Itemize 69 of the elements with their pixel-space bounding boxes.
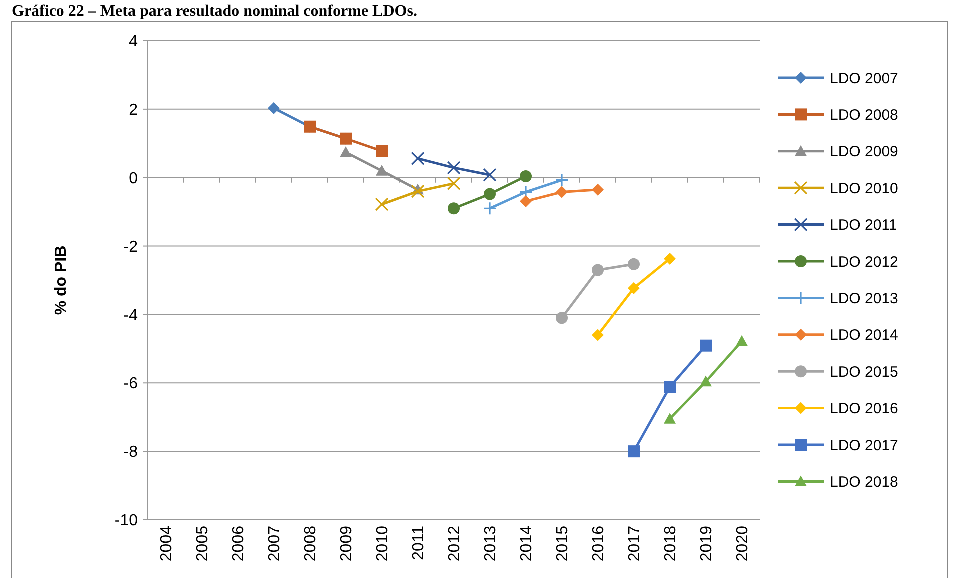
point xyxy=(448,202,460,215)
legend-label: LDO 2014 xyxy=(830,327,898,344)
legend-label: LDO 2017 xyxy=(830,437,898,454)
point xyxy=(411,152,425,166)
point xyxy=(664,252,676,265)
point xyxy=(628,282,640,294)
point xyxy=(556,312,568,324)
point xyxy=(376,165,388,176)
point xyxy=(520,195,532,208)
x-tick-label: 2017 xyxy=(626,526,644,562)
y-tick-label: -6 xyxy=(124,376,138,393)
point xyxy=(664,413,676,424)
x-tick-label: 2004 xyxy=(158,526,176,562)
point xyxy=(411,184,425,198)
point xyxy=(628,446,640,458)
point xyxy=(592,184,604,196)
x-tick-label: 2011 xyxy=(410,526,428,560)
x-tick-label: 2009 xyxy=(338,526,356,562)
chart-title: Gráfico 22 – Meta para resultado nominal conforme LDOs. xyxy=(12,3,418,20)
x-tick-label: 2007 xyxy=(266,526,284,562)
point xyxy=(556,186,568,198)
x-tick-label: 2012 xyxy=(446,526,464,562)
point xyxy=(376,145,388,158)
legend-label: LDO 2010 xyxy=(830,180,898,198)
legend-label: LDO 2011 xyxy=(830,217,898,234)
y-tick-label: 0 xyxy=(129,170,138,188)
x-tick-label: 2014 xyxy=(518,526,536,562)
point xyxy=(664,381,676,394)
point xyxy=(447,176,461,190)
point xyxy=(700,340,712,352)
point xyxy=(484,188,496,200)
legend-label: LDO 2012 xyxy=(830,254,898,271)
point xyxy=(592,264,604,276)
y-axis-title: % do PIB xyxy=(53,246,70,316)
legend-label: LDO 2013 xyxy=(830,290,898,308)
legend-label: LDO 2007 xyxy=(830,70,898,88)
y-tick-label: 4 xyxy=(129,34,138,51)
point xyxy=(520,170,532,182)
y-tick-label: 2 xyxy=(129,102,138,120)
legend-label: LDO 2016 xyxy=(830,400,898,418)
x-tick-label: 2006 xyxy=(230,526,248,562)
legend-label: LDO 2008 xyxy=(830,106,898,124)
x-tick-label: 2010 xyxy=(374,526,392,562)
legend-label: LDO 2018 xyxy=(830,474,898,491)
x-tick-label: 2018 xyxy=(662,526,680,562)
point xyxy=(483,202,497,216)
y-tick-label: -2 xyxy=(124,238,138,256)
x-tick-label: 2016 xyxy=(590,526,608,562)
x-tick-label: 2020 xyxy=(734,526,752,562)
point xyxy=(700,376,712,387)
point xyxy=(483,168,497,182)
point xyxy=(592,329,604,342)
y-tick-label: -4 xyxy=(124,307,138,324)
x-tick-label: 2005 xyxy=(194,526,212,562)
point xyxy=(736,335,748,346)
x-tick-label: 2019 xyxy=(698,526,716,562)
point xyxy=(375,198,389,212)
point xyxy=(628,258,640,270)
legend-label: LDO 2009 xyxy=(830,144,898,161)
point xyxy=(447,161,461,175)
point xyxy=(555,173,569,188)
x-tick-label: 2008 xyxy=(302,526,320,562)
x-tick-label: 2015 xyxy=(554,526,572,562)
point xyxy=(340,146,352,158)
y-tick-label: -10 xyxy=(114,512,138,530)
y-tick-label: -8 xyxy=(124,444,138,462)
legend-label: LDO 2015 xyxy=(830,364,898,381)
point xyxy=(268,102,280,114)
x-tick-label: 2013 xyxy=(482,526,500,562)
